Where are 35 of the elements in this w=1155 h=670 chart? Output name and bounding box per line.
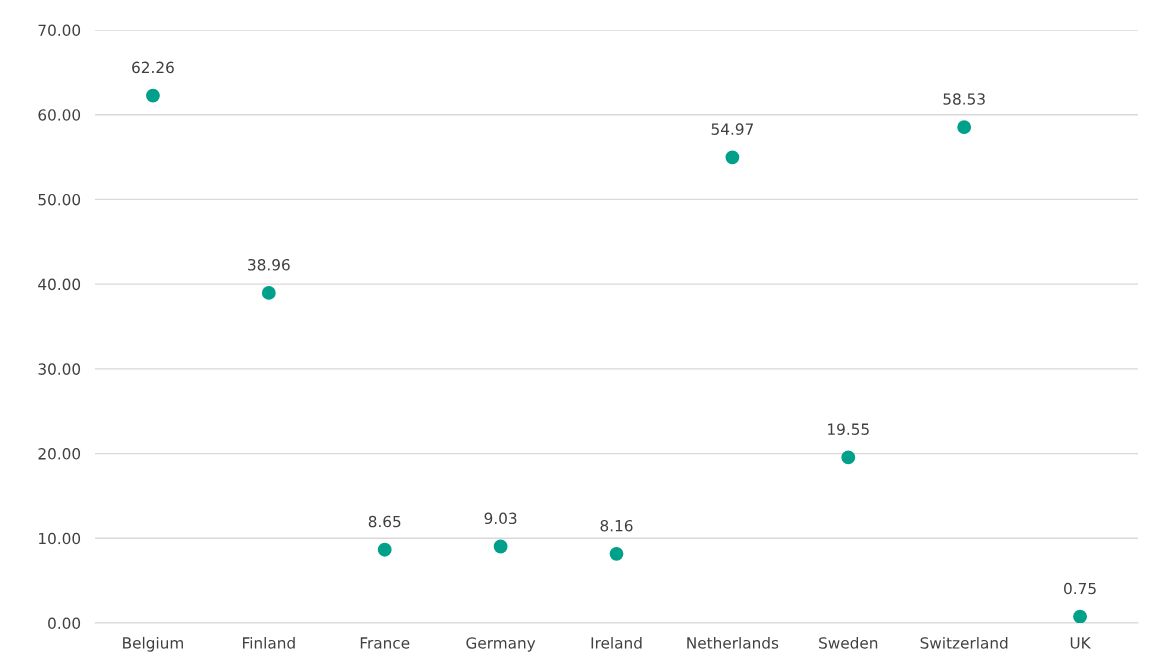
data-label: 9.03 (484, 512, 517, 525)
x-tick-label: UK (1070, 637, 1091, 649)
y-tick-label: 0.00 (48, 617, 81, 630)
point (377, 542, 392, 557)
data-label: 8.16 (600, 519, 633, 532)
x-tick-label: France (360, 637, 410, 649)
data-label: 54.97 (711, 123, 753, 135)
y-tick-label: 40.00 (38, 278, 81, 291)
y-tick-label: 30.00 (38, 363, 81, 375)
y-tick-label: 70.00 (38, 24, 81, 37)
data-label: 58.53 (943, 93, 985, 105)
point (1073, 609, 1087, 623)
data-label: 62.26 (132, 61, 174, 74)
data-label: 19.55 (828, 423, 869, 435)
point (725, 150, 740, 165)
x-tick-label: Ireland (591, 636, 642, 649)
y-tick-label: 20.00 (38, 448, 81, 460)
x-tick-label: Netherlands (687, 636, 779, 649)
x-tick-label: Finland (243, 636, 295, 649)
point (957, 120, 972, 135)
x-tick-label: Sweden (819, 636, 878, 649)
point (493, 539, 508, 554)
x-tick-label: Switzerland (920, 636, 1008, 649)
point (261, 286, 276, 300)
data-label: 38.96 (248, 258, 290, 271)
data-label: 0.75 (1064, 582, 1096, 595)
data-label: 8.65 (368, 515, 401, 528)
point (146, 88, 160, 103)
y-tick-label: 60.00 (38, 109, 81, 121)
y-tick-label: 10.00 (39, 532, 81, 545)
x-tick-label: Belgium (123, 636, 183, 652)
point (841, 450, 856, 465)
y-tick-label: 50.00 (38, 193, 81, 206)
x-tick-label: Germany (466, 637, 536, 652)
point (609, 546, 624, 561)
